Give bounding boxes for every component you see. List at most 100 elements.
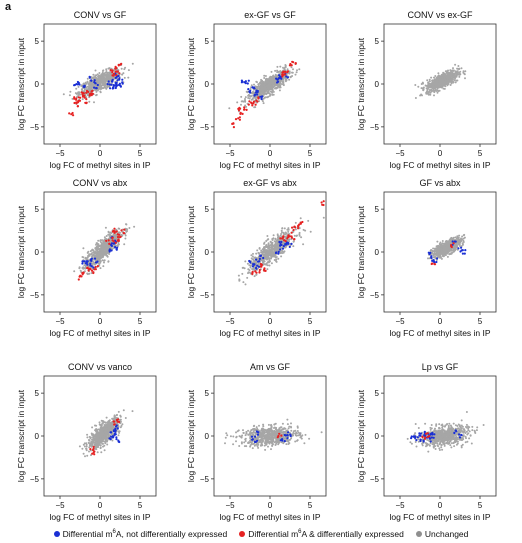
red-point — [243, 106, 246, 109]
red-point — [81, 95, 84, 98]
red-point — [289, 62, 292, 66]
unchanged-point — [267, 90, 270, 92]
red-point — [256, 100, 259, 103]
unchanged-point — [440, 256, 442, 259]
blue-point — [464, 249, 467, 252]
unchanged-point — [99, 444, 102, 447]
red-point — [76, 105, 79, 108]
points-layer — [78, 409, 134, 458]
unchanged-point — [99, 244, 102, 247]
unchanged-point — [101, 239, 104, 242]
unchanged-point — [104, 252, 107, 255]
unchanged-point — [278, 79, 281, 82]
unchanged-point — [247, 272, 249, 275]
unchanged-point — [103, 421, 106, 424]
unchanged-point — [265, 256, 267, 259]
red-point — [113, 227, 116, 230]
unchanged-point — [91, 426, 94, 429]
blue-point — [282, 244, 285, 248]
unchanged-point — [424, 84, 427, 87]
unchanged-point — [458, 240, 461, 243]
unchanged-point — [277, 237, 279, 239]
blue-point — [290, 242, 293, 245]
unchanged-point — [90, 77, 93, 80]
unchanged-point — [278, 86, 281, 89]
red-point — [433, 262, 436, 266]
unchanged-point — [266, 238, 269, 241]
y-tick-label: −5 — [370, 291, 380, 300]
red-point — [75, 98, 78, 101]
unchanged-point — [106, 246, 109, 249]
unchanged-point — [238, 278, 241, 281]
unchanged-point — [108, 419, 111, 422]
red-point — [116, 235, 120, 239]
y-axis-label: log FC transcript in input — [186, 37, 196, 130]
unchanged-point — [87, 250, 90, 253]
unchanged-point — [94, 446, 97, 449]
unchanged-point — [100, 80, 103, 83]
unchanged-point — [240, 100, 243, 103]
red-point — [117, 238, 120, 241]
unchanged-point — [446, 73, 449, 76]
x-tick-label: −5 — [55, 501, 65, 510]
unchanged-point — [428, 80, 431, 83]
unchanged-point — [275, 256, 278, 258]
unchanged-point — [440, 85, 443, 88]
unchanged-point — [105, 70, 108, 72]
unchanged-point — [250, 95, 253, 97]
unchanged-point — [250, 257, 253, 260]
red-point — [85, 98, 88, 101]
unchanged-point — [266, 235, 269, 237]
unchanged-point — [102, 69, 105, 72]
unchanged-point — [128, 227, 131, 229]
red-point — [252, 102, 255, 105]
unchanged-point — [92, 253, 95, 256]
unchanged-point — [104, 226, 107, 229]
unchanged-point — [272, 234, 275, 237]
blue-point — [96, 83, 99, 87]
unchanged-point — [92, 73, 95, 76]
red-point — [258, 271, 261, 274]
unchanged-point — [283, 233, 286, 236]
unchanged-point — [254, 96, 257, 99]
unchanged-point — [96, 242, 99, 245]
unchanged-point — [432, 247, 435, 250]
red-point — [254, 270, 257, 273]
blue-point — [108, 249, 111, 252]
red-point — [73, 96, 76, 99]
red-point — [92, 271, 95, 274]
unchanged-point — [101, 259, 104, 262]
unchanged-point — [264, 75, 267, 77]
unchanged-point — [95, 431, 98, 434]
unchanged-point — [101, 79, 104, 82]
red-point — [301, 220, 304, 224]
unchanged-point — [100, 451, 103, 454]
red-point — [107, 239, 110, 242]
blue-point — [436, 257, 439, 260]
blue-point — [460, 246, 463, 249]
unchanged-point — [84, 455, 86, 458]
unchanged-point — [94, 424, 96, 427]
unchanged-point — [110, 77, 113, 80]
unchanged-point — [236, 101, 239, 104]
unchanged-point — [454, 77, 457, 80]
red-point — [94, 265, 97, 269]
unchanged-point — [279, 70, 282, 73]
red-point — [258, 268, 261, 272]
unchanged-point — [284, 79, 287, 82]
unchanged-point — [450, 252, 453, 255]
red-point — [234, 118, 238, 121]
red-point — [89, 92, 92, 95]
unchanged-point — [98, 72, 101, 74]
unchanged-point — [448, 75, 451, 77]
unchanged-point — [255, 252, 258, 255]
unchanged-point — [275, 260, 277, 262]
unchanged-point — [266, 250, 269, 253]
unchanged-point — [100, 86, 103, 89]
red-point — [73, 97, 76, 100]
unchanged-point — [274, 81, 277, 84]
blue-point — [109, 87, 112, 90]
unchanged-point — [255, 257, 258, 260]
unchanged-point — [133, 225, 136, 228]
